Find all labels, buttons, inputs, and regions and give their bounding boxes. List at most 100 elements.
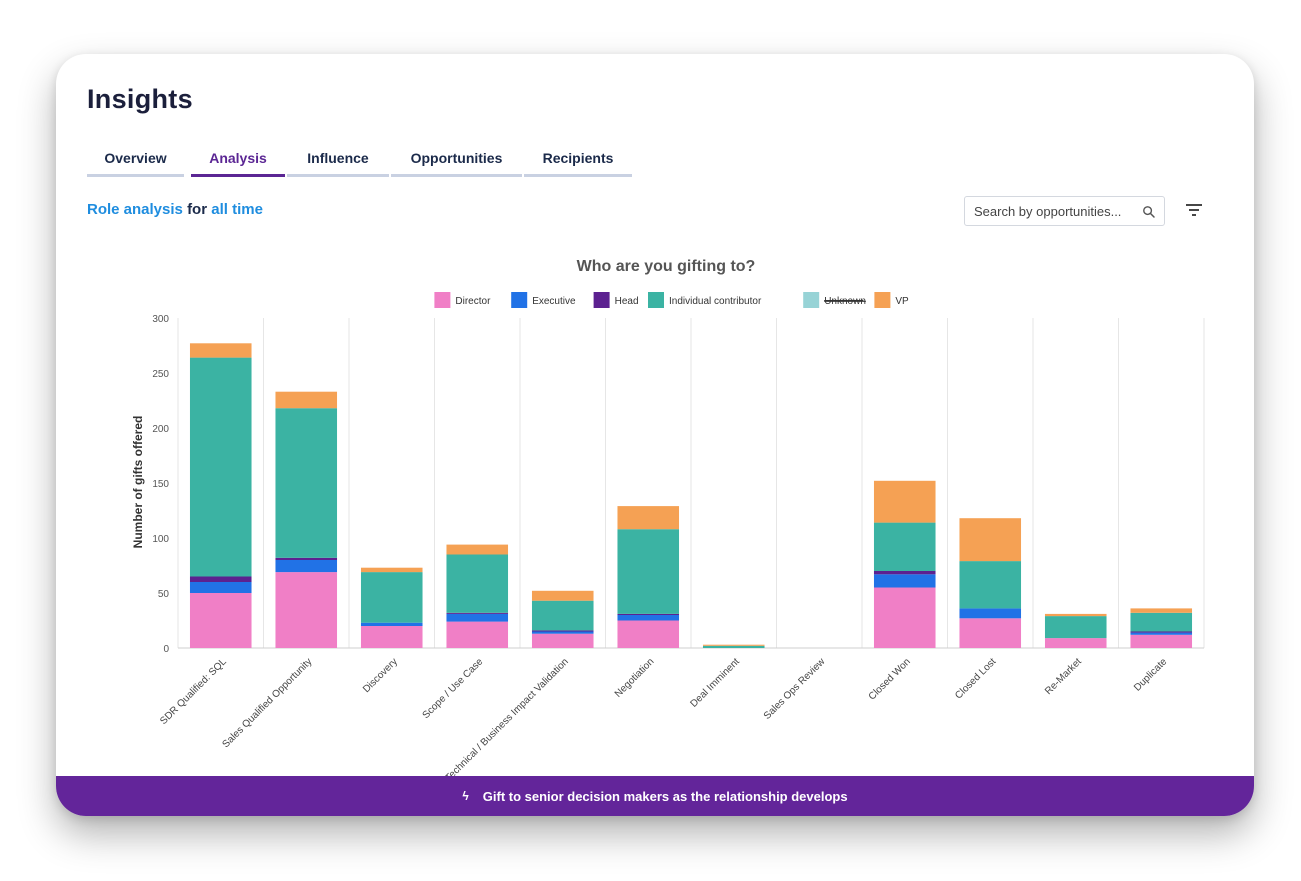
y-axis-label: Number of gifts offered	[131, 416, 145, 549]
legend-swatch	[648, 292, 664, 308]
bar-segment[interactable]	[1130, 612, 1193, 632]
x-tick-label: SDR Qualified: SQL	[158, 656, 229, 727]
bar-segment[interactable]	[189, 576, 252, 583]
bar-segment[interactable]	[446, 612, 509, 614]
bar-segment[interactable]	[1044, 638, 1107, 648]
role-analysis-heading: Role analysis for all time	[87, 201, 263, 218]
filter-icon[interactable]	[1182, 199, 1206, 221]
legend-item[interactable]: VP	[874, 292, 909, 308]
chart-legend: Director Executive Head Individual contribu…	[434, 292, 909, 308]
legend-item[interactable]: Unknown	[803, 292, 866, 308]
bar-segment[interactable]	[275, 391, 338, 409]
y-tick-label: 150	[152, 479, 169, 490]
tip-banner: ϟ Gift to senior decision makers as the …	[56, 776, 1254, 816]
bar-segment[interactable]	[531, 590, 594, 601]
bar-segment[interactable]	[360, 567, 423, 573]
legend-swatch	[434, 292, 451, 308]
bar-segment[interactable]	[873, 587, 936, 649]
search-box	[964, 196, 1165, 226]
y-tick-label: 200	[152, 424, 169, 435]
bar-segment[interactable]	[873, 480, 936, 523]
banner-text: Gift to senior decision makers as the re…	[482, 788, 848, 804]
bar-segment[interactable]	[360, 572, 423, 623]
tab-recipients[interactable]: Recipients	[524, 150, 632, 177]
bar-segment[interactable]	[531, 600, 594, 631]
legend-item[interactable]: Executive	[511, 292, 576, 308]
search-input[interactable]	[974, 203, 1134, 219]
bolt-icon: ϟ	[462, 789, 469, 803]
x-tick-label: Negotiation	[613, 656, 657, 700]
legend-swatch	[511, 292, 528, 308]
bar-segment[interactable]	[617, 620, 680, 649]
bar-segment[interactable]	[189, 582, 252, 593]
bar-segment[interactable]	[1130, 634, 1193, 648]
bar-segment[interactable]	[959, 518, 1022, 562]
bar-segment[interactable]	[1130, 608, 1193, 613]
chart-title: Who are you gifting to?	[577, 258, 756, 275]
bar-segment[interactable]	[531, 631, 594, 634]
bar-segment[interactable]	[531, 630, 594, 632]
y-tick-label: 250	[152, 369, 169, 380]
bar-segment[interactable]	[446, 621, 509, 648]
x-tick-label: Discovery	[361, 656, 400, 695]
bar-segment[interactable]	[275, 408, 338, 558]
bar-segment[interactable]	[1130, 631, 1193, 633]
x-tick-label: Re-Market	[1043, 656, 1084, 697]
y-tick-label: 100	[152, 534, 169, 545]
bar-segment[interactable]	[959, 618, 1022, 648]
y-tick-label: 300	[152, 314, 169, 325]
x-tick-label: Deal Imminent	[689, 656, 743, 710]
legend-label: Director	[455, 296, 491, 307]
bar-segment[interactable]	[959, 608, 1022, 619]
legend-item[interactable]: Individual contributor	[648, 292, 762, 308]
legend-label: Unknown	[824, 296, 866, 307]
bar-segment[interactable]	[360, 626, 423, 648]
x-tick-label: Sales Ops Review	[762, 656, 828, 722]
bar-segment[interactable]	[873, 522, 936, 571]
bar-segment[interactable]	[702, 644, 765, 646]
legend-swatch	[593, 292, 610, 308]
bar-segment[interactable]	[446, 554, 509, 613]
x-tick-label: Sales Qualified Opportunity	[221, 656, 315, 750]
tab-influence[interactable]: Influence	[287, 150, 389, 177]
bar-segment[interactable]	[275, 557, 338, 560]
bar-segment[interactable]	[873, 574, 936, 588]
bar-segment[interactable]	[189, 593, 252, 648]
bar-segment[interactable]	[531, 633, 594, 648]
tab-overview[interactable]: Overview	[87, 150, 184, 177]
legend-label: VP	[895, 296, 909, 307]
bar-segment[interactable]	[275, 560, 338, 573]
bar-segment[interactable]	[617, 506, 680, 530]
bar-segment[interactable]	[1044, 616, 1107, 639]
bar-segment[interactable]	[1044, 613, 1107, 617]
bar-segment[interactable]	[1130, 632, 1193, 635]
bar-segment[interactable]	[873, 571, 936, 575]
x-tick-label: Closed Lost	[953, 656, 998, 701]
bar-segment[interactable]	[617, 613, 680, 615]
bar-segment[interactable]	[275, 572, 338, 648]
insights-card: Insights Overview Analysis Influence Opp…	[56, 54, 1254, 816]
bar-segment[interactable]	[702, 645, 765, 648]
role-heading-for: for	[187, 201, 208, 218]
role-analysis-link[interactable]: Role analysis	[87, 201, 183, 218]
bar-segment[interactable]	[446, 544, 509, 555]
bar-segment[interactable]	[617, 615, 680, 621]
tab-opportunities[interactable]: Opportunities	[391, 150, 522, 177]
bar-segment[interactable]	[360, 622, 423, 626]
search-icon[interactable]	[1142, 205, 1156, 219]
y-tick-label: 50	[158, 589, 170, 600]
time-range-link[interactable]: all time	[211, 201, 263, 218]
legend-label: Executive	[532, 296, 576, 307]
legend-item[interactable]: Head	[593, 292, 639, 308]
bar-segment[interactable]	[446, 613, 509, 622]
gifting-chart: Who are you gifting to? Director Executiv…	[131, 258, 1205, 776]
bar-segment[interactable]	[189, 357, 252, 577]
bar-segment[interactable]	[959, 561, 1022, 609]
y-tick-label: 0	[163, 644, 169, 655]
x-tick-label: Duplicate	[1132, 656, 1170, 694]
tab-analysis[interactable]: Analysis	[191, 150, 285, 177]
x-tick-label: Scope / Use Case	[421, 656, 486, 721]
legend-item[interactable]: Director	[434, 292, 491, 308]
bar-segment[interactable]	[189, 343, 252, 358]
bar-segment[interactable]	[617, 529, 680, 614]
